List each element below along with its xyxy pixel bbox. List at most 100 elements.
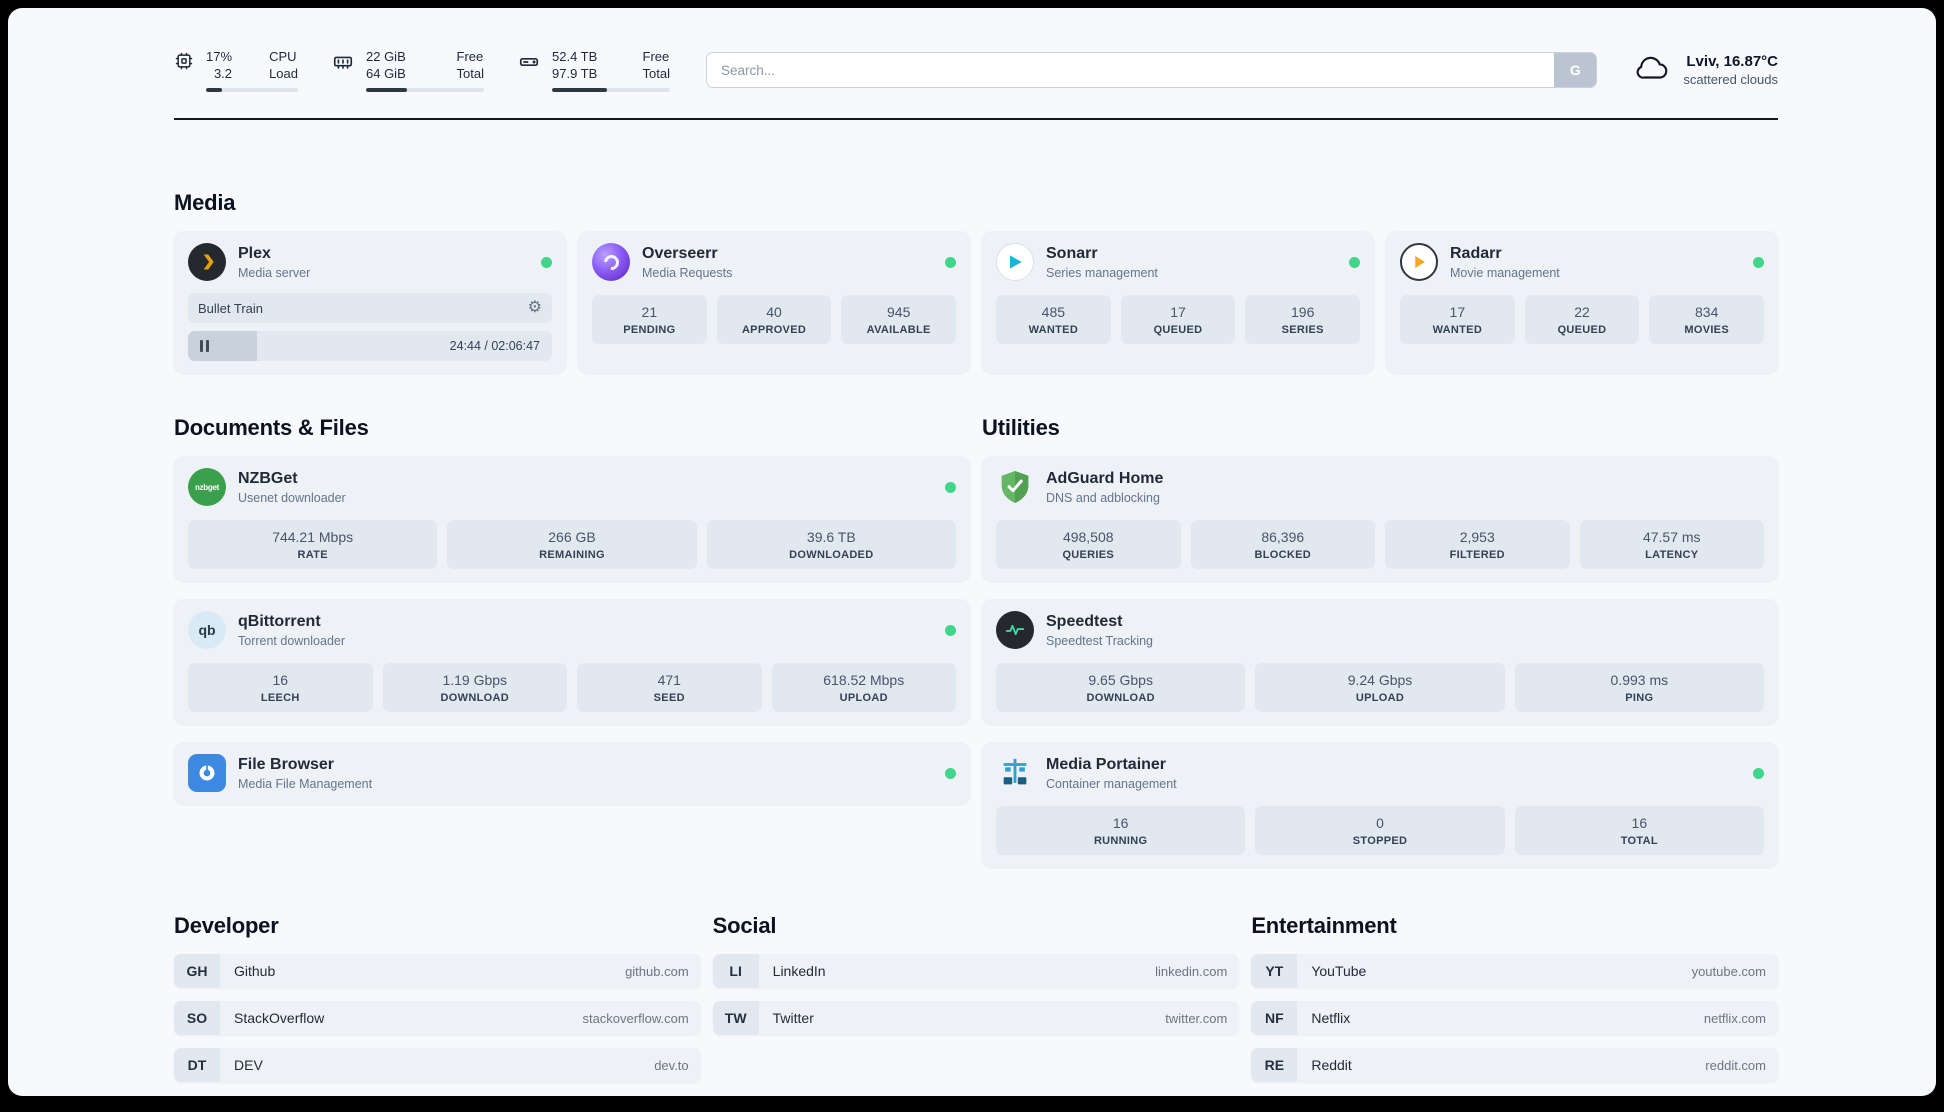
disk-free-value: 52.4 TB	[552, 49, 598, 64]
service-card-plex[interactable]: Plex Media server Bullet Train ⚙ 24:44 /…	[174, 231, 566, 373]
ram-icon	[332, 51, 354, 78]
radarr-icon	[1400, 243, 1438, 281]
service-card-speedtest[interactable]: Speedtest Speedtest Tracking 9.65 Gbps DO…	[982, 599, 1778, 724]
service-card-portainer[interactable]: Media Portainer Container management 16 R…	[982, 742, 1778, 867]
service-name: qBittorrent	[238, 612, 321, 630]
bookmark-stackoverflow[interactable]: SO StackOverflow stackoverflow.com	[174, 1001, 701, 1035]
stat-block: 0.993 ms PING	[1514, 663, 1764, 712]
bookmark-abbr: GH	[174, 954, 220, 988]
bookmark-github[interactable]: GH Github github.com	[174, 954, 701, 988]
playback-progress-fill	[188, 331, 258, 361]
service-name: File Browser	[238, 755, 335, 773]
service-subtitle: Media File Management	[238, 776, 373, 791]
service-subtitle: DNS and adblocking	[1046, 490, 1160, 505]
service-card-qbittorrent[interactable]: qb qBittorrent Torrent downloader 16 LEEC…	[174, 599, 970, 724]
ram-total-label: Total	[456, 66, 484, 81]
playback-time: 24:44 / 02:06:47	[449, 339, 540, 353]
stat-block: 0 STOPPED	[1255, 806, 1505, 855]
service-subtitle: Media Requests	[642, 265, 733, 280]
cpu-icon	[174, 51, 194, 76]
stat-block: 16 LEECH	[188, 663, 373, 712]
weather-location: Lviv, 16.87°C	[1686, 53, 1778, 70]
stat-block: 22 QUEUED	[1524, 295, 1640, 344]
service-card-radarr[interactable]: Radarr Movie management 17 WANTED 22 QUEUE…	[1386, 231, 1778, 373]
now-playing-row: Bullet Train ⚙	[188, 293, 552, 323]
bookmark-abbr: NF	[1251, 1001, 1298, 1035]
utilities-section-title: Utilities	[982, 415, 1060, 440]
service-subtitle: Movie management	[1450, 265, 1560, 280]
bookmark-linkedin[interactable]: LI LinkedIn linkedin.com	[712, 954, 1240, 988]
stat-block: 266 GB REMAINING	[447, 520, 697, 569]
section-media: Media Plex Media server Bullet Train ⚙	[174, 190, 1778, 373]
service-name: Media Portainer	[1046, 755, 1167, 773]
stat-block: 39.6 TB DOWNLOADED	[706, 520, 956, 569]
stat-block: 2,953 FILTERED	[1385, 520, 1570, 569]
bookmark-reddit[interactable]: RE Reddit reddit.com	[1251, 1048, 1778, 1082]
weather-condition: scattered clouds	[1683, 72, 1778, 87]
search-provider-button[interactable]: G	[1554, 53, 1597, 87]
bookmark-name: Reddit	[1311, 1057, 1352, 1073]
ram-free-value: 22 GiB	[366, 49, 406, 64]
stat-block: 21 PENDING	[592, 295, 707, 344]
gear-icon[interactable]: ⚙	[527, 299, 542, 316]
service-subtitle: Speedtest Tracking	[1046, 633, 1154, 648]
dashboard-page: 17% 3.2 CPU Load 22 GiB 64 GiB Free Total	[8, 8, 1936, 1096]
bookmark-abbr: TW	[712, 1001, 759, 1035]
entertainment-section-title: Entertainment	[1251, 913, 1397, 938]
ram-total-value: 64 GiB	[366, 66, 406, 81]
now-playing-title: Bullet Train	[198, 300, 264, 316]
section-entertainment: Entertainment YT YouTube youtube.com NF …	[1251, 913, 1778, 1095]
qbittorrent-icon: qb	[188, 611, 226, 649]
service-card-sonarr[interactable]: Sonarr Series management 485 WANTED 17 QUE…	[982, 231, 1374, 373]
bookmark-netflix[interactable]: NF Netflix netflix.com	[1251, 1001, 1778, 1035]
stat-block: 498,508 QUERIES	[996, 520, 1181, 569]
nzbget-icon: nzbget	[188, 468, 226, 506]
search-bar: G	[706, 52, 1598, 88]
stat-block: 744.21 Mbps RATE	[188, 520, 438, 569]
section-social: Social LI LinkedIn linkedin.com TW Twitt…	[712, 913, 1240, 1095]
developer-section-title: Developer	[174, 913, 279, 938]
bookmark-url: dev.to	[654, 1057, 689, 1073]
bookmark-url: linkedin.com	[1155, 963, 1228, 979]
bookmark-dev[interactable]: DT DEV dev.to	[174, 1048, 701, 1082]
status-dot	[945, 624, 956, 636]
service-card-filebrowser[interactable]: File Browser Media File Management	[174, 742, 970, 804]
playback-control-row: 24:44 / 02:06:47	[188, 331, 552, 361]
bookmark-name: Github	[234, 963, 276, 979]
bookmark-name: Netflix	[1311, 1010, 1351, 1026]
bookmark-youtube[interactable]: YT YouTube youtube.com	[1251, 954, 1778, 988]
service-name: NZBGet	[238, 469, 298, 487]
documents-section-title: Documents & Files	[174, 415, 369, 440]
stat-block: 1.19 Gbps DOWNLOAD	[382, 663, 567, 712]
stat-block: 945 AVAILABLE	[841, 295, 957, 344]
stat-block: 16 TOTAL	[1514, 806, 1764, 855]
plex-icon	[188, 243, 226, 281]
pause-icon[interactable]	[200, 340, 209, 352]
bookmark-abbr: RE	[1251, 1048, 1298, 1082]
disk-total-value: 97.9 TB	[552, 66, 598, 81]
status-dot	[1753, 767, 1764, 779]
cpu-progress-bar	[206, 88, 298, 92]
section-developer: Developer GH Github github.com SO StackO…	[174, 913, 701, 1095]
service-name: Plex	[238, 244, 271, 262]
service-card-overseerr[interactable]: Overseerr Media Requests 21 PENDING 40 APP…	[578, 231, 970, 373]
service-subtitle: Series management	[1046, 265, 1158, 280]
stat-block: 16 RUNNING	[996, 806, 1246, 855]
bookmark-twitter[interactable]: TW Twitter twitter.com	[712, 1001, 1240, 1035]
service-subtitle: Torrent downloader	[238, 633, 346, 648]
service-card-nzbget[interactable]: nzbget NZBGet Usenet downloader 744.21 M…	[174, 456, 970, 581]
service-name: AdGuard Home	[1046, 469, 1164, 487]
search-input[interactable]	[706, 52, 1598, 88]
service-card-adguard[interactable]: AdGuard Home DNS and adblocking 498,508 Q…	[982, 456, 1778, 581]
section-documents: Documents & Files nzbget NZBGet Usenet d…	[174, 415, 970, 867]
bookmark-name: LinkedIn	[772, 963, 826, 979]
bookmark-name: DEV	[234, 1057, 263, 1073]
stat-block: 9.24 Gbps UPLOAD	[1255, 663, 1505, 712]
stat-block: 17 WANTED	[1400, 295, 1515, 344]
speedtest-icon	[996, 611, 1034, 649]
stat-block: 17 QUEUED	[1120, 295, 1236, 344]
bookmark-url: twitter.com	[1165, 1010, 1228, 1026]
stat-block: 485 WANTED	[996, 295, 1111, 344]
cpu-load-label: Load	[269, 66, 298, 81]
service-name: Radarr	[1450, 244, 1502, 262]
